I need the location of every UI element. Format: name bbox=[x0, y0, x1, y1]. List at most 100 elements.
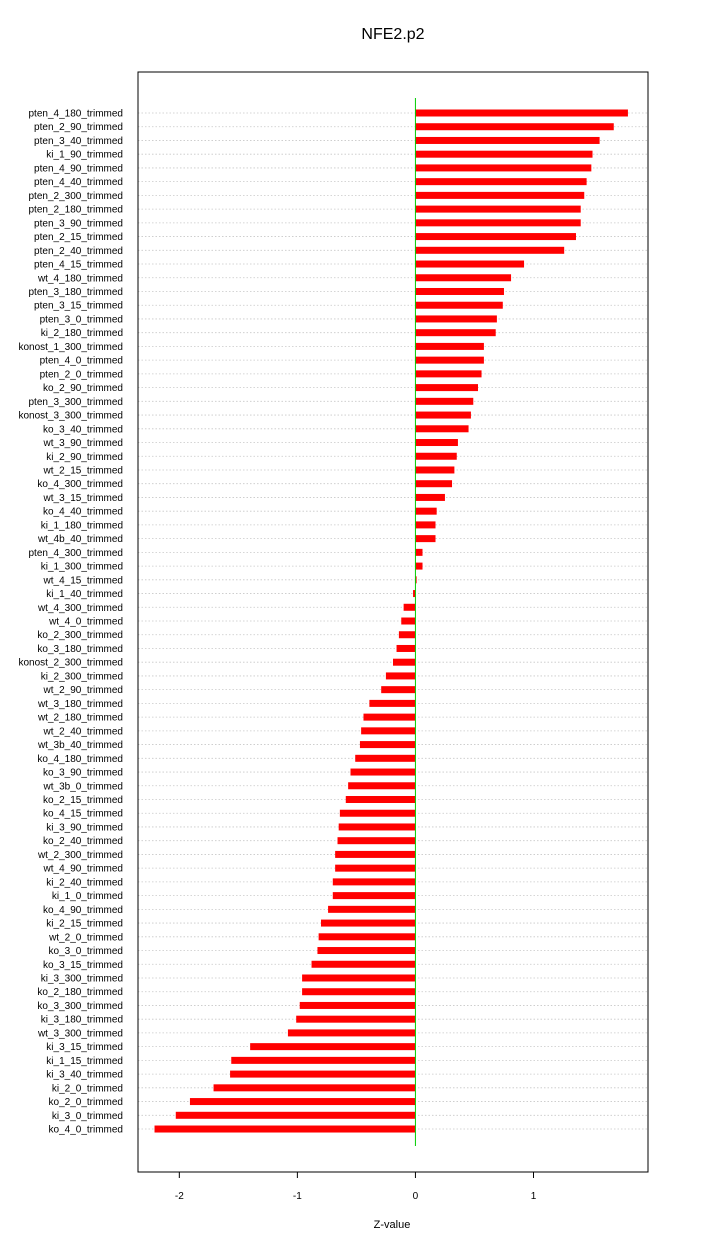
bar bbox=[415, 315, 497, 323]
bar bbox=[250, 1043, 416, 1051]
category-label: ki_2_90_trimmed bbox=[46, 452, 123, 463]
bar bbox=[415, 301, 503, 309]
bar bbox=[415, 576, 417, 584]
bar bbox=[175, 1111, 416, 1119]
category-label: pten_2_0_trimmed bbox=[40, 369, 123, 380]
category-label: ko_2_0_trimmed bbox=[49, 1097, 123, 1108]
bar bbox=[415, 493, 445, 501]
bar bbox=[230, 1070, 416, 1078]
category-label: ko_3_180_trimmed bbox=[37, 644, 123, 655]
bar bbox=[415, 397, 474, 405]
x-tick-label: 0 bbox=[413, 1191, 419, 1202]
bar bbox=[415, 164, 592, 172]
category-label: wt_4_90_trimmed bbox=[43, 864, 123, 875]
category-label: pten_4_90_trimmed bbox=[34, 163, 123, 174]
category-label: konost_3_300_trimmed bbox=[18, 411, 123, 422]
category-label: wt_4_300_trimmed bbox=[37, 603, 123, 614]
bar bbox=[318, 933, 416, 941]
bar bbox=[189, 1098, 416, 1106]
bar bbox=[415, 287, 504, 295]
bar bbox=[381, 686, 416, 694]
category-label: ko_2_40_trimmed bbox=[43, 836, 123, 847]
category-label: pten_2_15_trimmed bbox=[34, 232, 123, 243]
bar bbox=[363, 713, 416, 721]
category-label: ko_3_40_trimmed bbox=[43, 424, 123, 435]
bar bbox=[415, 274, 512, 282]
bar bbox=[369, 699, 416, 707]
bar bbox=[287, 1029, 416, 1037]
x-tick-label: -1 bbox=[293, 1191, 302, 1202]
bar bbox=[401, 617, 416, 625]
category-label: ki_3_0_trimmed bbox=[52, 1111, 123, 1122]
category-label: wt_2_40_trimmed bbox=[43, 726, 123, 737]
category-label: ko_4_15_trimmed bbox=[43, 809, 123, 820]
bar bbox=[415, 109, 628, 117]
bar bbox=[415, 411, 471, 419]
category-label: ko_2_300_trimmed bbox=[37, 630, 123, 641]
category-label: wt_2_0_trimmed bbox=[48, 932, 123, 943]
bar bbox=[355, 754, 416, 762]
category-label: ki_3_90_trimmed bbox=[46, 822, 123, 833]
bar bbox=[415, 452, 457, 460]
category-label: wt_4_15_trimmed bbox=[43, 575, 123, 586]
category-label: ki_1_180_trimmed bbox=[41, 520, 123, 531]
bar bbox=[302, 974, 416, 982]
category-label: pten_3_300_trimmed bbox=[28, 397, 123, 408]
category-label: ko_4_90_trimmed bbox=[43, 905, 123, 916]
category-label: ki_3_15_trimmed bbox=[46, 1042, 123, 1053]
category-label: ko_2_15_trimmed bbox=[43, 795, 123, 806]
bar bbox=[396, 644, 416, 652]
bar bbox=[302, 988, 416, 996]
category-label: ki_2_40_trimmed bbox=[46, 877, 123, 888]
category-label: ki_1_15_trimmed bbox=[46, 1056, 123, 1067]
bar bbox=[398, 631, 416, 639]
chart-title: NFE2.p2 bbox=[361, 26, 424, 43]
category-label: pten_4_300_trimmed bbox=[28, 548, 123, 559]
bar bbox=[415, 384, 478, 392]
category-label: ki_1_90_trimmed bbox=[46, 150, 123, 161]
bar bbox=[154, 1125, 416, 1133]
bar bbox=[335, 850, 416, 858]
category-label: pten_2_300_trimmed bbox=[28, 191, 123, 202]
bars bbox=[154, 109, 628, 1133]
category-label: wt_4_180_trimmed bbox=[37, 273, 123, 284]
category-label: wt_3b_0_trimmed bbox=[43, 781, 123, 792]
bar bbox=[345, 796, 416, 803]
bar bbox=[317, 947, 416, 955]
bar bbox=[339, 809, 416, 817]
bar bbox=[415, 191, 585, 199]
bar bbox=[413, 590, 416, 598]
x-axis-title: Z-value bbox=[374, 1219, 411, 1231]
bar bbox=[350, 768, 416, 776]
bar bbox=[415, 342, 484, 350]
category-label: pten_3_180_trimmed bbox=[28, 287, 123, 298]
category-label: ko_3_0_trimmed bbox=[49, 946, 123, 957]
bar bbox=[299, 1001, 416, 1009]
category-label: wt_3_90_trimmed bbox=[43, 438, 123, 449]
bar bbox=[415, 329, 496, 337]
bar bbox=[415, 562, 423, 570]
category-label: wt_2_15_trimmed bbox=[43, 465, 123, 476]
category-label: ko_2_180_trimmed bbox=[37, 987, 123, 998]
category-label: wt_2_90_trimmed bbox=[43, 685, 123, 696]
bar bbox=[415, 466, 455, 474]
category-labels: pten_4_180_trimmed pten_2_90_trimmed pten_… bbox=[18, 109, 123, 1136]
x-axis: -2 -1 0 1 bbox=[175, 1172, 537, 1202]
plot-frame bbox=[137, 71, 649, 1173]
category-label: pten_4_0_trimmed bbox=[40, 356, 123, 367]
bar bbox=[335, 864, 416, 872]
bar bbox=[415, 233, 576, 241]
bar bbox=[320, 919, 416, 927]
category-label: ki_1_40_trimmed bbox=[46, 589, 123, 600]
category-label: wt_4b_40_trimmed bbox=[37, 534, 123, 545]
x-tick-label: -2 bbox=[175, 1191, 184, 1202]
category-label: ko_3_300_trimmed bbox=[37, 1001, 123, 1012]
category-label: pten_2_180_trimmed bbox=[28, 205, 123, 216]
category-label: wt_2_180_trimmed bbox=[37, 713, 123, 724]
bar bbox=[361, 727, 416, 735]
bar bbox=[213, 1084, 416, 1092]
category-label: pten_4_180_trimmed bbox=[28, 109, 123, 120]
bar bbox=[415, 425, 469, 433]
category-label: pten_3_40_trimmed bbox=[34, 136, 123, 147]
